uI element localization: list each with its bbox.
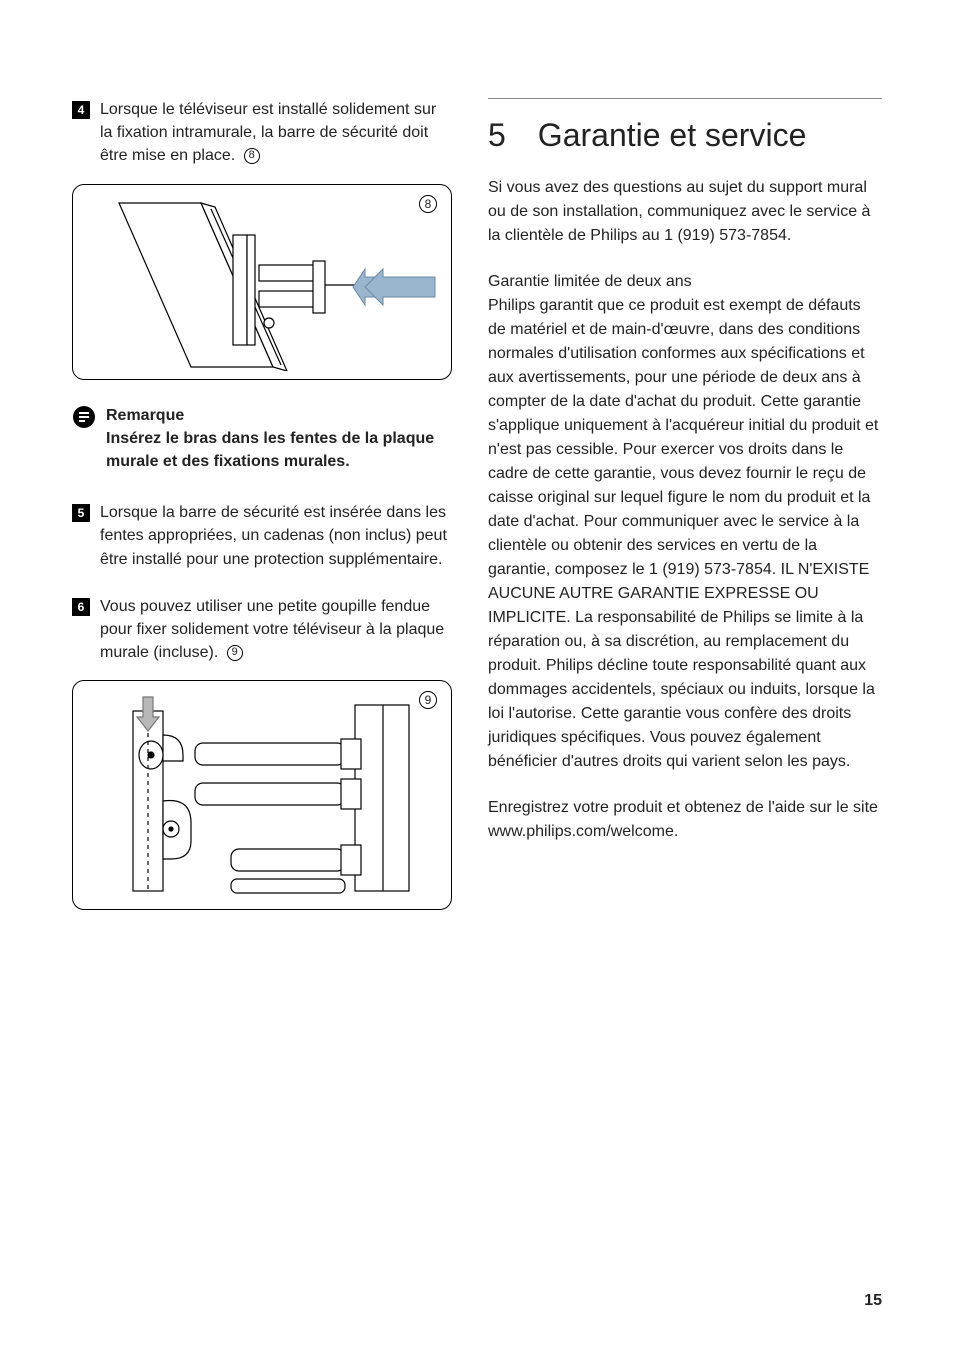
step-4-body: Lorsque le téléviseur est installé solid… <box>100 101 436 164</box>
step-number-6: 6 <box>72 598 90 616</box>
note-title: Remarque <box>106 404 452 427</box>
note-block: Remarque Insérez le bras dans les fentes… <box>72 404 452 474</box>
step-6-text: Vous pouvez utiliser une petite goupille… <box>100 595 452 665</box>
step-number-5: 5 <box>72 504 90 522</box>
section-divider <box>488 98 882 99</box>
step-6-body: Vous pouvez utiliser une petite goupille… <box>100 598 444 661</box>
arrow-icon <box>353 269 435 305</box>
section-heading: 5 Garantie et service <box>488 117 882 154</box>
left-column: 4 Lorsque le téléviseur est installé sol… <box>72 98 452 934</box>
step-number-4: 4 <box>72 101 90 119</box>
paragraph-2: Garantie limitée de deux ans Philips gar… <box>488 270 882 774</box>
right-column: 5 Garantie et service Si vous avez des q… <box>488 98 882 934</box>
paragraph-3: Enregistrez votre produit et obtenez de … <box>488 796 882 844</box>
figure-9-svg <box>83 691 443 901</box>
step-4-text: Lorsque le téléviseur est installé solid… <box>100 98 452 168</box>
ref-9-inline: 9 <box>227 645 243 661</box>
note-icon <box>72 405 96 429</box>
figure-8: 8 <box>72 184 452 380</box>
note-body: Insérez le bras dans les fentes de la pl… <box>106 427 452 473</box>
figure-8-number: 8 <box>419 195 437 213</box>
note-text: Remarque Insérez le bras dans les fentes… <box>106 404 452 474</box>
ref-8-inline: 8 <box>244 148 260 164</box>
step-6: 6 Vous pouvez utiliser une petite goupil… <box>72 595 452 665</box>
figure-8-svg <box>83 195 443 371</box>
figure-9: 9 <box>72 680 452 910</box>
page-number: 15 <box>864 1292 882 1310</box>
step-5: 5 Lorsque la barre de sécurité est insér… <box>72 501 452 571</box>
step-5-text: Lorsque la barre de sécurité est insérée… <box>100 501 452 571</box>
paragraph-1: Si vous avez des questions au sujet du s… <box>488 176 882 248</box>
step-4: 4 Lorsque le téléviseur est installé sol… <box>72 98 452 168</box>
